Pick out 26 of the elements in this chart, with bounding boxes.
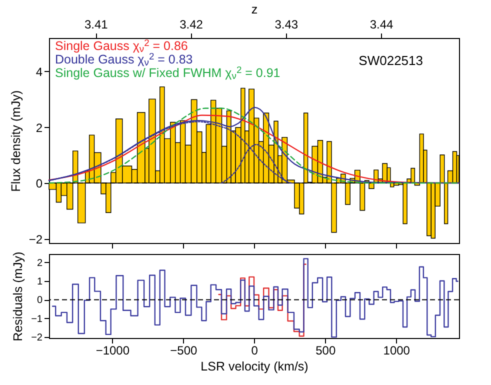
text: Single Gauss w/ Fixed FWHM χ$_{ν}$$^{2}$ = 0.91: [55, 65, 280, 82]
x2-tick-label: 3.41: [84, 18, 108, 32]
x-tick-label: 500: [316, 344, 336, 358]
x2-tick-label: 3.44: [370, 18, 394, 32]
x-tick-label: 0: [251, 344, 258, 358]
x2-axis-title: z: [251, 2, 258, 16]
text: Single Gauss χ$_{ν}$$^{2}$ = 0.86: [55, 38, 188, 54]
y-tick-label: 4: [36, 64, 43, 79]
x-tick-label: −500: [170, 344, 198, 358]
y-tick-label: −2: [28, 232, 43, 246]
y-tick-label: 2: [36, 258, 43, 269]
x-tick-label: −1000: [96, 344, 130, 358]
y-tick-label: 1: [36, 276, 43, 288]
y-tick-label: −2: [31, 332, 43, 344]
y-tick-label: 0: [36, 176, 43, 191]
text: Double Gauss χ$_{ν}$$^{2}$ = 0.83: [55, 52, 193, 68]
x-tick-label: 1000: [383, 344, 410, 358]
y-tick-label: 0: [36, 295, 43, 306]
y-tick-label: −1: [31, 314, 43, 325]
y-axis-title: Flux density (mJy): [8, 90, 23, 192]
y-tick-label: 2: [36, 120, 43, 135]
x-axis-title: LSR velocity (km/s): [200, 360, 308, 374]
x2-tick-label: 3.43: [274, 18, 298, 32]
y-axis-title: Residuals (mJy): [11, 252, 26, 342]
annotation: SW022513: [358, 53, 423, 68]
x2-tick-label: 3.42: [180, 18, 204, 32]
